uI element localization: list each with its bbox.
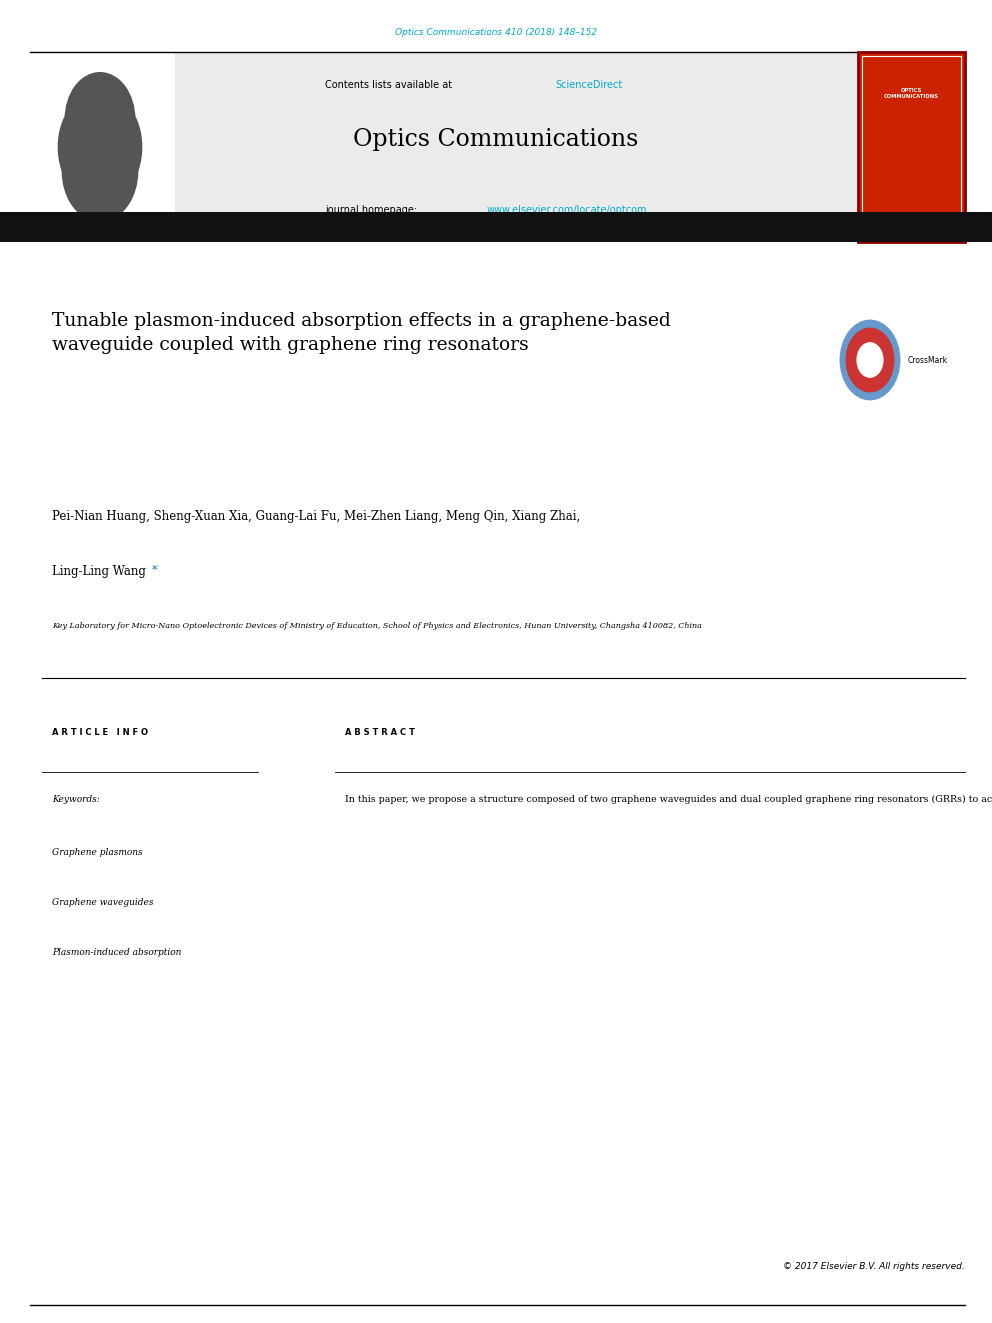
Text: CrossMark: CrossMark — [908, 356, 947, 365]
Text: Plasmon-induced absorption: Plasmon-induced absorption — [52, 949, 182, 957]
Text: ScienceDirect: ScienceDirect — [555, 79, 622, 90]
Text: Ling-Ling Wang: Ling-Ling Wang — [52, 565, 150, 578]
Text: Tunable plasmon-induced absorption effects in a graphene-based
waveguide coupled: Tunable plasmon-induced absorption effec… — [52, 312, 671, 355]
Text: © 2017 Elsevier B.V. All rights reserved.: © 2017 Elsevier B.V. All rights reserved… — [784, 1262, 965, 1271]
Text: Pei-Nian Huang, Sheng-Xuan Xia, Guang-Lai Fu, Mei-Zhen Liang, Meng Qin, Xiang Zh: Pei-Nian Huang, Sheng-Xuan Xia, Guang-La… — [52, 509, 580, 523]
Text: Keywords:: Keywords: — [52, 795, 100, 804]
Circle shape — [840, 320, 900, 400]
Text: Graphene waveguides: Graphene waveguides — [52, 898, 154, 908]
Text: Graphene plasmons: Graphene plasmons — [52, 848, 143, 857]
Bar — [0, 212, 992, 242]
Bar — [858, 52, 965, 242]
Text: Key Laboratory for Micro-Nano Optoelectronic Devices of Ministry of Education, S: Key Laboratory for Micro-Nano Optoelectr… — [52, 622, 702, 630]
Text: A R T I C L E   I N F O: A R T I C L E I N F O — [52, 728, 148, 737]
Text: OPTICS
COMMUNICATIONS: OPTICS COMMUNICATIONS — [884, 89, 939, 99]
Bar — [862, 56, 961, 238]
Text: Optics Communications 410 (2018) 148–152: Optics Communications 410 (2018) 148–152 — [395, 28, 597, 37]
Circle shape — [62, 120, 138, 221]
Circle shape — [59, 91, 142, 202]
Circle shape — [857, 343, 883, 377]
Text: Contents lists available at: Contents lists available at — [325, 79, 455, 90]
Text: In this paper, we propose a structure composed of two graphene waveguides and du: In this paper, we propose a structure co… — [345, 795, 992, 804]
Text: *: * — [152, 565, 158, 576]
Circle shape — [846, 328, 894, 392]
Text: www.elsevier.com/locate/optcom: www.elsevier.com/locate/optcom — [487, 205, 648, 216]
Text: journal homepage:: journal homepage: — [325, 205, 421, 216]
Bar — [30, 52, 965, 242]
Text: ELSEVIER: ELSEVIER — [38, 228, 93, 238]
Text: Optics Communications: Optics Communications — [353, 128, 639, 151]
Circle shape — [65, 73, 135, 165]
Text: A B S T R A C T: A B S T R A C T — [345, 728, 415, 737]
Bar — [30, 52, 175, 242]
